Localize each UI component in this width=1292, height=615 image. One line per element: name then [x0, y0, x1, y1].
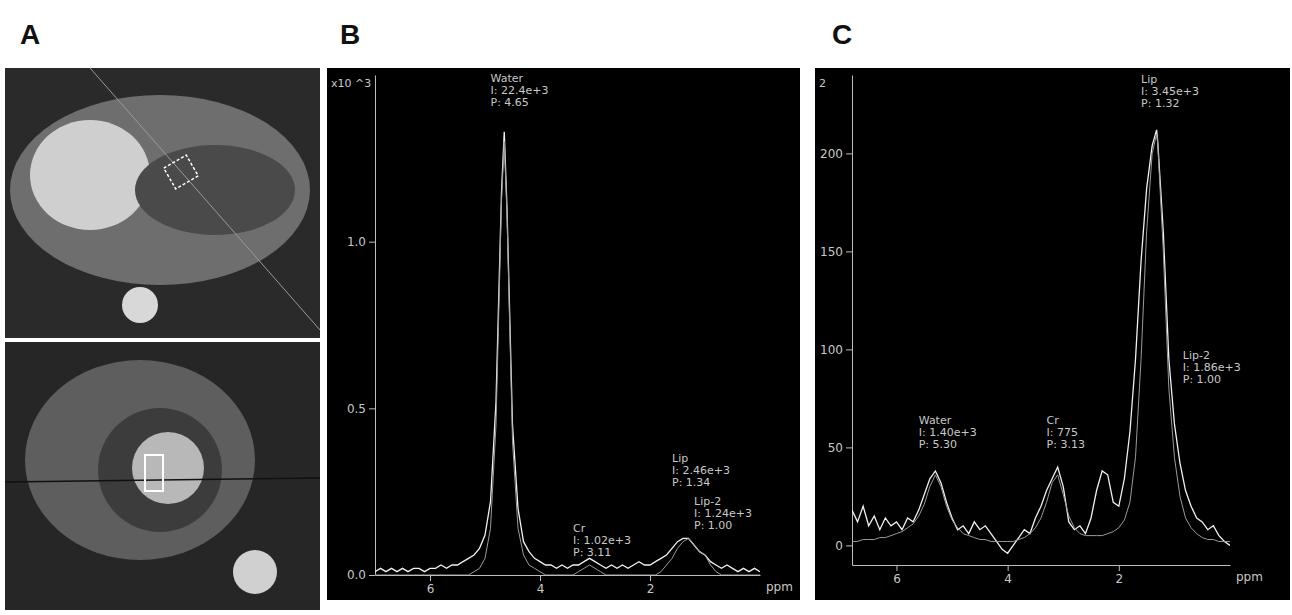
y-axis-title: x10 ^3	[331, 77, 371, 90]
panel-letter: B	[340, 19, 360, 50]
plot-background	[815, 68, 1290, 600]
mri-image	[5, 342, 320, 610]
y-tick: 150	[820, 245, 852, 259]
panel-letter: C	[832, 19, 852, 50]
y-tick-mark	[846, 153, 852, 154]
y-axis-line	[852, 76, 853, 566]
y-axis: 0.0 0.5 1.0	[347, 76, 376, 583]
mri-tissue	[25, 360, 255, 560]
mri-voxel	[164, 155, 199, 189]
peak-annotation: WaterI: 1.40e+3P: 5.30	[919, 414, 977, 451]
x-tick: 4	[1004, 565, 1012, 586]
y-tick: 0.0	[347, 568, 375, 582]
x-tick-label: 4	[1004, 572, 1012, 586]
y-tick-label: 0	[835, 539, 843, 553]
x-axis-title: ppm	[766, 580, 793, 594]
y-tick-label: 200	[820, 147, 843, 161]
x-axis-line	[853, 565, 1231, 566]
mri-image	[5, 68, 320, 338]
peak-annotation-line: P: 3.11	[573, 546, 611, 559]
peak-annotation-line: P: 1.34	[672, 476, 710, 489]
x-tick-label: 4	[537, 582, 545, 596]
y-tick-label: 1.0	[347, 235, 366, 249]
x-axis: 6 4 2	[853, 565, 1231, 586]
x-tick-label: 2	[1116, 572, 1124, 586]
y-tick-mark	[846, 447, 852, 448]
y-tick-mark	[846, 251, 852, 252]
y-tick: 50	[828, 441, 852, 455]
y-tick-label: 150	[820, 245, 843, 259]
x-tick: 2	[647, 575, 655, 596]
y-tick-label: 100	[820, 343, 843, 357]
peak-annotation-line: P: 1.00	[1183, 373, 1221, 386]
y-tick-mark	[846, 545, 852, 546]
x-tick-label: 6	[893, 572, 901, 586]
spectrum-line	[852, 130, 1230, 553]
peak-annotation: WaterI: 22.4e+3P: 4.65	[491, 72, 549, 109]
x-tick-mark	[896, 565, 897, 571]
x-tick: 6	[893, 565, 901, 586]
mri-panel	[5, 68, 320, 610]
peak-annotation-line: P: 3.13	[1047, 438, 1085, 451]
mri-slice-line	[90, 68, 320, 330]
mri-vessel	[233, 550, 277, 594]
y-tick: 0	[835, 539, 852, 553]
x-tick-mark	[430, 575, 431, 581]
x-axis: 6 4 2	[376, 575, 761, 596]
x-tick-label: 2	[647, 582, 655, 596]
mri-vessel	[122, 287, 158, 323]
y-axis: 0 50 100 150 200	[820, 76, 852, 566]
x-tick: 4	[537, 575, 545, 596]
y-tick: 100	[820, 343, 852, 357]
peak-annotation: Lip-2I: 1.24e+3P: 1.00	[694, 495, 752, 532]
mri-cavity	[132, 432, 204, 504]
spectrum-panel: 6 4 2 0 50 100 150 200 ppm 2 WaterI: 1.40e+3P: 5.3…	[815, 68, 1290, 600]
x-axis-title: ppm	[1236, 570, 1263, 584]
y-tick-mark	[846, 349, 852, 350]
mri-voxel	[145, 455, 163, 491]
fit-line	[375, 142, 760, 575]
y-axis-title: 2	[819, 77, 826, 90]
y-tick-label: 0.5	[347, 402, 366, 416]
fit-line	[852, 134, 1230, 542]
peak-annotation: Lip-2I: 1.86e+3P: 1.00	[1183, 349, 1241, 386]
y-tick-mark	[369, 242, 375, 243]
peak-annotation-line: P: 1.00	[694, 519, 732, 532]
y-tick: 0.5	[347, 402, 375, 416]
mri-tissue	[10, 95, 310, 285]
y-axis-line	[375, 76, 376, 576]
spectrum-line	[375, 132, 760, 572]
x-tick: 2	[1116, 565, 1124, 586]
figure: A B C 6 4 2 0.0 0.5 1.0 ppm x10 ^3 WaterI: 22.4e+3P…	[0, 0, 1292, 615]
peak-annotation: CrI: 1.02e+3P: 3.11	[573, 522, 631, 559]
peak-annotation: CrI: 775P: 3.13	[1047, 414, 1085, 451]
x-tick-mark	[540, 575, 541, 581]
mri-cavity	[135, 145, 295, 235]
y-tick-mark	[369, 408, 375, 409]
y-tick: 200	[820, 147, 852, 161]
peak-annotation-line: P: 1.32	[1141, 97, 1179, 110]
x-tick-mark	[1119, 565, 1120, 571]
x-tick-label: 6	[427, 582, 435, 596]
mri-myocardium	[98, 408, 222, 532]
x-tick: 6	[427, 575, 435, 596]
x-tick-mark	[1008, 565, 1009, 571]
y-tick-label: 50	[828, 441, 843, 455]
panel-letter: A	[20, 19, 40, 50]
peak-annotation: LipI: 2.46e+3P: 1.34	[672, 452, 730, 489]
x-axis-line	[376, 575, 761, 576]
plot-area	[375, 132, 760, 575]
plot-area	[852, 130, 1230, 553]
peak-annotation: LipI: 3.45e+3P: 1.32	[1141, 73, 1199, 110]
spectrum-panel: 6 4 2 0.0 0.5 1.0 ppm x10 ^3 WaterI: 22.4e+3P: 4…	[327, 68, 800, 600]
x-tick-mark	[650, 575, 651, 581]
y-tick-mark	[369, 575, 375, 576]
y-tick-label: 0.0	[347, 568, 366, 582]
y-tick: 1.0	[347, 235, 375, 249]
plot-background	[327, 68, 800, 600]
peak-annotation-line: P: 5.30	[919, 438, 957, 451]
mri-cavity	[30, 120, 150, 230]
peak-annotation-line: P: 4.65	[491, 96, 529, 109]
